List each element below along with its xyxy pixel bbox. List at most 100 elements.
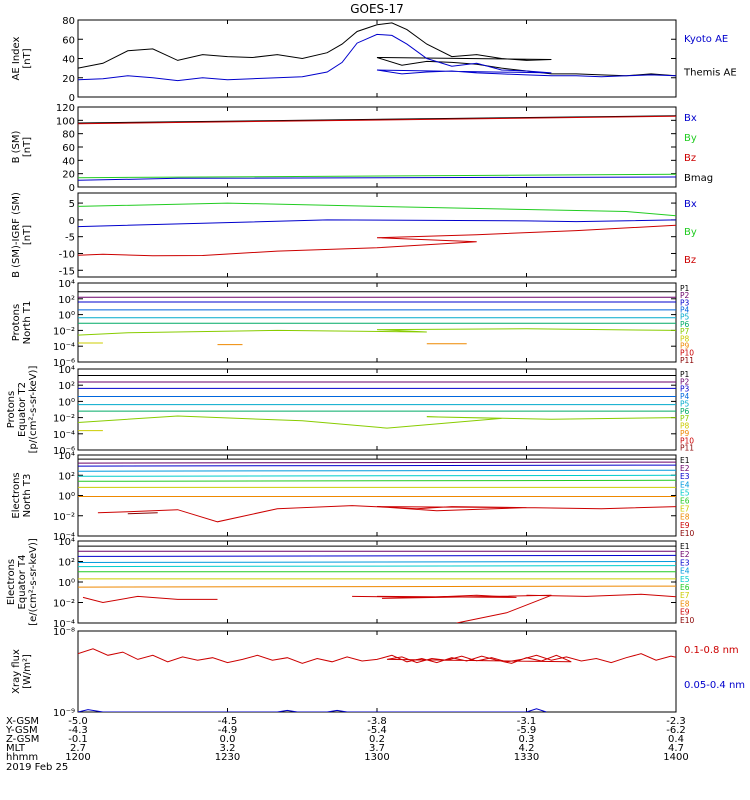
series-line-e5 — [78, 565, 676, 568]
series-line-bz — [78, 215, 676, 257]
series-group — [78, 291, 676, 346]
x-row-value: 1200 — [65, 752, 90, 763]
y-tick-label: 10⁻² — [53, 599, 75, 610]
series-line-e9 — [97, 505, 676, 523]
y-tick-label: 10⁻² — [53, 414, 75, 425]
legend-entry: P7 — [680, 414, 690, 423]
y-axis-label: Electrons — [6, 559, 17, 605]
legend-entry: P1 — [680, 370, 690, 379]
panel-frame — [77, 19, 677, 98]
date-label: 2019 Feb 25 — [6, 762, 68, 773]
y-tick-label: 10⁻⁴ — [53, 430, 75, 441]
legend-entry: E4 — [680, 567, 690, 576]
x-row-value: 1230 — [215, 752, 240, 763]
legend-entry: E7 — [680, 505, 690, 514]
x-row-value: -2.3 — [666, 716, 686, 727]
y-tick-label: 40 — [62, 156, 75, 167]
legend-entry: E3 — [680, 472, 690, 481]
series-group — [78, 458, 676, 523]
x-row-value: -4.9 — [218, 725, 238, 736]
x-row-value: 1400 — [663, 752, 688, 763]
y-axis-label: [W/m²] — [22, 654, 33, 689]
x-row-name: Z-GSM — [6, 734, 39, 745]
x-row-name: MLT — [6, 743, 26, 754]
series-line-e9d — [526, 593, 676, 598]
legend-entry: P1 — [680, 284, 690, 293]
series-line-e6 — [78, 479, 676, 482]
legend-entry: Bx — [684, 113, 697, 124]
x-row-value: 2.7 — [70, 743, 86, 754]
legend-entry: E1 — [680, 456, 690, 465]
series-line-e3 — [78, 464, 676, 467]
series-line-bx — [78, 214, 676, 228]
y-axis-label: North T3 — [22, 474, 33, 518]
y-axis-label: Electrons — [11, 472, 22, 518]
series-group — [78, 22, 676, 82]
y-tick-label: 10⁻⁸ — [53, 627, 75, 638]
y-axis-label: Protons — [6, 391, 17, 428]
series-line-bx — [78, 176, 676, 181]
legend-entry: 0.05-0.4 nm — [684, 680, 745, 691]
panel-frame — [77, 630, 677, 713]
y-axis-label: Protons — [11, 304, 22, 341]
y-tick-label: 10⁴ — [58, 365, 75, 376]
legend-entry: By — [684, 133, 697, 144]
x-row-name: X-GSM — [6, 716, 39, 727]
series-line-p7 — [78, 415, 676, 429]
y-axis-label: [p/(cm²-s-sr-keV)] — [28, 366, 39, 454]
legend-entry: E5 — [680, 488, 690, 497]
legend-entry: Bz — [684, 255, 696, 266]
legend-entry: E10 — [680, 529, 695, 538]
x-row-value: 0.0 — [220, 734, 236, 745]
x-row-value: -0.1 — [68, 734, 88, 745]
y-tick-label: -15 — [59, 266, 75, 277]
x-row-value: 4.7 — [668, 743, 684, 754]
series-line-e5 — [78, 474, 676, 477]
legend-entry: E9 — [680, 608, 690, 617]
panel-p2: 10⁻⁶ 10⁻⁴ 10⁻² 10⁰ 10² 10⁴ Protons Equator T2 [p… — [6, 365, 694, 457]
series-group — [78, 375, 676, 432]
y-axis-label: [nT] — [22, 48, 33, 68]
panel-bsm: 0 20 40 60 80 100 120 B (SM) [nT] Bx By Bz Bmag — [11, 103, 713, 194]
series-line-e2 — [78, 461, 676, 464]
x-row-value: -4.3 — [68, 725, 88, 736]
legend-entry: P6 — [680, 320, 690, 329]
y-tick-label: 20 — [62, 74, 75, 85]
series-line-bmag — [78, 115, 676, 124]
legend-entry: P8 — [680, 422, 690, 431]
series-line-bz — [78, 115, 676, 125]
y-axis-label: [nT] — [22, 137, 33, 157]
legend-entry: Bz — [684, 153, 696, 164]
y-tick-label: 10⁻⁶ — [53, 446, 75, 457]
legend-entry: P9 — [680, 429, 690, 438]
y-tick-label: 10² — [58, 295, 75, 306]
y-tick-label: 120 — [56, 103, 75, 114]
y-tick-label: 80 — [62, 16, 75, 27]
y-axis-label: Equator T2 — [17, 382, 28, 437]
y-tick-label: 5 — [69, 199, 75, 210]
legend-entry: Bmag — [684, 173, 713, 184]
y-axis-label: [nT] — [22, 225, 33, 245]
panel-frame — [77, 540, 677, 624]
legend-entry: E8 — [680, 513, 690, 522]
y-tick-label: 10⁰ — [58, 578, 75, 589]
legend-entry: E1 — [680, 542, 690, 551]
y-tick-label: 10⁻⁴ — [53, 532, 75, 543]
legend-entry: P4 — [680, 306, 690, 315]
series-group — [78, 115, 676, 181]
y-tick-label: 10⁻² — [53, 512, 75, 523]
y-axis-label: [e/(cm²-s-sr-keV)] — [28, 538, 39, 626]
y-tick-label: 80 — [62, 130, 75, 141]
y-tick-label: 20 — [62, 170, 75, 181]
legend-entry: E3 — [680, 558, 690, 567]
series-line-0-05-0-4-nm — [78, 708, 547, 712]
legend-entry: P3 — [680, 385, 690, 394]
x-row-value: -3.8 — [367, 716, 387, 727]
y-axis-label: Equator T4 — [17, 555, 28, 610]
y-tick-label: 60 — [62, 143, 75, 154]
x-row-value: 3.7 — [369, 743, 385, 754]
y-tick-label: 10⁰ — [58, 492, 75, 503]
x-axis-labels: X-GSM -5.0 -4.5 -3.8 -3.1 -2.3 Y-GSM -4.3 -4.9 -5… — [5, 716, 689, 773]
y-tick-label: 10⁻⁴ — [53, 342, 75, 353]
